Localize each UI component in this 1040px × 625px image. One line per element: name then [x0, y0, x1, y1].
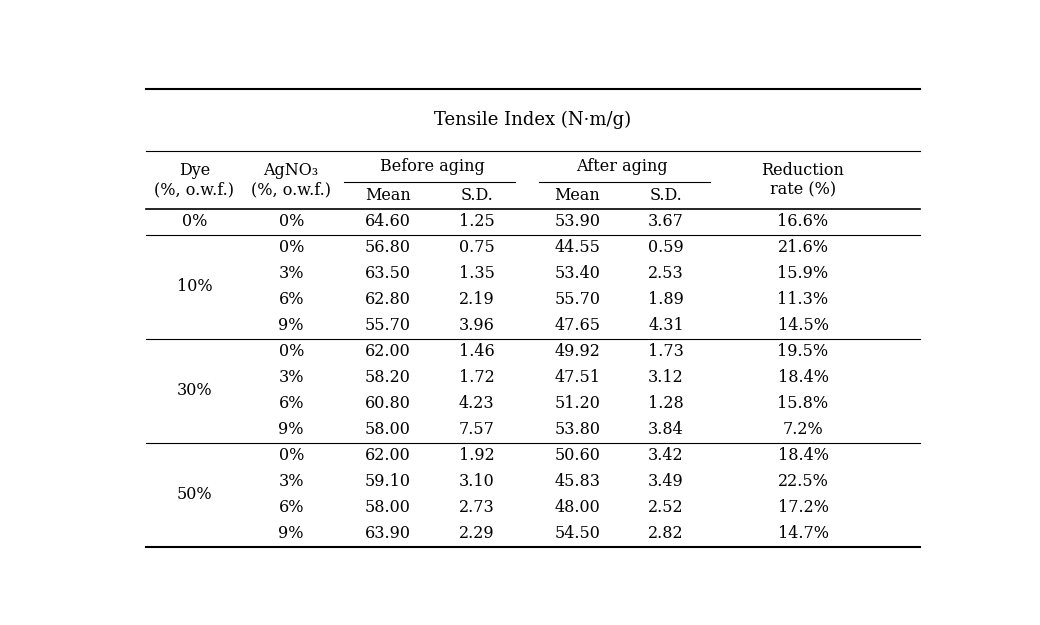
Text: 45.83: 45.83 [554, 473, 600, 490]
Text: S.D.: S.D. [650, 187, 682, 204]
Text: 53.40: 53.40 [554, 266, 600, 282]
Text: 14.5%: 14.5% [778, 318, 829, 334]
Text: 2.73: 2.73 [459, 499, 494, 516]
Text: 21.6%: 21.6% [778, 239, 829, 256]
Text: 3.49: 3.49 [648, 473, 684, 490]
Text: 1.72: 1.72 [459, 369, 494, 386]
Text: 30%: 30% [177, 382, 212, 399]
Text: 63.50: 63.50 [365, 266, 411, 282]
Text: 9%: 9% [279, 525, 304, 542]
Text: 7.57: 7.57 [459, 421, 494, 438]
Text: 7.2%: 7.2% [783, 421, 824, 438]
Text: 4.31: 4.31 [648, 318, 684, 334]
Text: 0%: 0% [279, 239, 304, 256]
Text: 19.5%: 19.5% [778, 343, 829, 360]
Text: 15.9%: 15.9% [778, 266, 829, 282]
Text: 53.80: 53.80 [554, 421, 600, 438]
Text: Reduction
rate (%): Reduction rate (%) [761, 162, 844, 198]
Text: 56.80: 56.80 [365, 239, 411, 256]
Text: 58.00: 58.00 [365, 421, 411, 438]
Text: 53.90: 53.90 [554, 213, 600, 231]
Text: Mean: Mean [554, 187, 600, 204]
Text: 1.46: 1.46 [459, 343, 494, 360]
Text: 2.19: 2.19 [459, 291, 494, 308]
Text: Dye
(%, o.w.f.): Dye (%, o.w.f.) [155, 162, 234, 198]
Text: 55.70: 55.70 [554, 291, 600, 308]
Text: 62.80: 62.80 [365, 291, 411, 308]
Text: 1.89: 1.89 [648, 291, 684, 308]
Text: 50%: 50% [177, 486, 212, 503]
Text: 62.00: 62.00 [365, 448, 411, 464]
Text: S.D.: S.D. [461, 187, 493, 204]
Text: 6%: 6% [279, 291, 304, 308]
Text: 62.00: 62.00 [365, 343, 411, 360]
Text: 58.00: 58.00 [365, 499, 411, 516]
Text: 2.82: 2.82 [648, 525, 684, 542]
Text: 3.96: 3.96 [459, 318, 494, 334]
Text: 2.29: 2.29 [459, 525, 494, 542]
Text: 3.10: 3.10 [459, 473, 494, 490]
Text: 47.65: 47.65 [554, 318, 600, 334]
Text: 6%: 6% [279, 395, 304, 412]
Text: 58.20: 58.20 [365, 369, 411, 386]
Text: 59.10: 59.10 [365, 473, 411, 490]
Text: Tensile Index (N·m/g): Tensile Index (N·m/g) [435, 111, 631, 129]
Text: 18.4%: 18.4% [778, 369, 829, 386]
Text: 1.35: 1.35 [459, 266, 494, 282]
Text: 44.55: 44.55 [554, 239, 600, 256]
Text: 50.60: 50.60 [554, 448, 600, 464]
Text: 4.23: 4.23 [459, 395, 494, 412]
Text: 63.90: 63.90 [365, 525, 411, 542]
Text: 22.5%: 22.5% [778, 473, 829, 490]
Text: 18.4%: 18.4% [778, 448, 829, 464]
Text: 0%: 0% [279, 213, 304, 231]
Text: 0%: 0% [182, 213, 207, 231]
Text: 6%: 6% [279, 499, 304, 516]
Text: 3%: 3% [279, 369, 304, 386]
Text: Mean: Mean [365, 187, 411, 204]
Text: 49.92: 49.92 [554, 343, 600, 360]
Text: 3.67: 3.67 [648, 213, 684, 231]
Text: 54.50: 54.50 [554, 525, 600, 542]
Text: 14.7%: 14.7% [778, 525, 829, 542]
Text: 1.73: 1.73 [648, 343, 684, 360]
Text: 15.8%: 15.8% [778, 395, 829, 412]
Text: 11.3%: 11.3% [778, 291, 829, 308]
Text: 3.42: 3.42 [648, 448, 684, 464]
Text: 0.59: 0.59 [648, 239, 684, 256]
Text: 2.53: 2.53 [648, 266, 684, 282]
Text: AgNO₃
(%, o.w.f.): AgNO₃ (%, o.w.f.) [252, 162, 331, 198]
Text: Before aging: Before aging [380, 158, 485, 174]
Text: 1.25: 1.25 [459, 213, 494, 231]
Text: 48.00: 48.00 [554, 499, 600, 516]
Text: 10%: 10% [177, 278, 212, 296]
Text: 9%: 9% [279, 318, 304, 334]
Text: 1.92: 1.92 [459, 448, 494, 464]
Text: 55.70: 55.70 [365, 318, 411, 334]
Text: 64.60: 64.60 [365, 213, 411, 231]
Text: 0%: 0% [279, 343, 304, 360]
Text: 16.6%: 16.6% [778, 213, 829, 231]
Text: After aging: After aging [576, 158, 668, 174]
Text: 3%: 3% [279, 473, 304, 490]
Text: 17.2%: 17.2% [778, 499, 829, 516]
Text: 0%: 0% [279, 448, 304, 464]
Text: 47.51: 47.51 [554, 369, 600, 386]
Text: 9%: 9% [279, 421, 304, 438]
Text: 51.20: 51.20 [554, 395, 600, 412]
Text: 2.52: 2.52 [648, 499, 684, 516]
Text: 3.12: 3.12 [648, 369, 684, 386]
Text: 3%: 3% [279, 266, 304, 282]
Text: 0.75: 0.75 [459, 239, 494, 256]
Text: 3.84: 3.84 [648, 421, 684, 438]
Text: 1.28: 1.28 [648, 395, 684, 412]
Text: 60.80: 60.80 [365, 395, 411, 412]
